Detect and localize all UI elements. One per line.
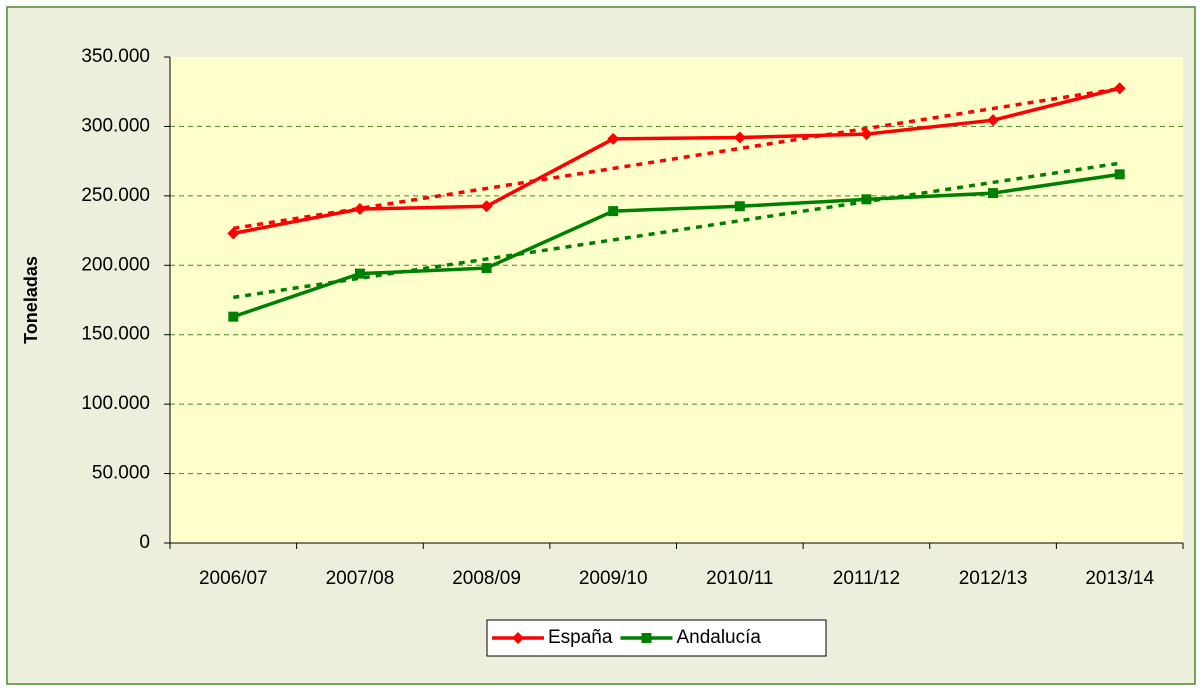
legend-marker bbox=[512, 632, 524, 644]
x-tick-label: 2011/12 bbox=[833, 568, 900, 589]
trendline bbox=[233, 161, 1120, 300]
x-tick-label: 2006/07 bbox=[199, 568, 268, 589]
point bbox=[481, 263, 492, 274]
point bbox=[228, 311, 239, 322]
y-tick-label: 0 bbox=[139, 532, 150, 553]
y-tick-label: 100.000 bbox=[81, 393, 150, 414]
x-tick-label: 2009/10 bbox=[579, 568, 648, 589]
x-tick-label: 2010/11 bbox=[706, 568, 773, 589]
point bbox=[987, 114, 1000, 127]
y-tick-label: 300.000 bbox=[81, 115, 150, 136]
point bbox=[480, 200, 493, 213]
point bbox=[1114, 169, 1125, 180]
y-tick-label: 150.000 bbox=[81, 324, 150, 345]
point bbox=[227, 227, 240, 240]
x-tick-label: 2012/13 bbox=[959, 568, 1028, 589]
legend-marker bbox=[641, 633, 652, 643]
y-tick-label: 200.000 bbox=[81, 254, 150, 275]
point bbox=[988, 188, 999, 199]
series-line bbox=[232, 86, 1121, 236]
legend-label: España bbox=[548, 627, 613, 648]
trendline bbox=[233, 86, 1120, 231]
y-tick-label: 250.000 bbox=[81, 185, 150, 206]
plot-area bbox=[170, 57, 1183, 543]
point bbox=[860, 128, 873, 141]
series-line bbox=[232, 172, 1120, 319]
legend-label: Andalucía bbox=[676, 627, 761, 648]
x-tick-label: 2013/14 bbox=[1085, 568, 1154, 589]
point bbox=[608, 206, 619, 217]
point bbox=[734, 201, 745, 212]
y-tick-label: 50.000 bbox=[92, 463, 150, 484]
y-tick-label: 350.000 bbox=[81, 46, 150, 67]
point bbox=[354, 268, 365, 279]
point bbox=[607, 132, 620, 145]
x-tick-label: 2007/08 bbox=[326, 568, 395, 589]
x-tick-label: 2008/09 bbox=[452, 568, 521, 589]
point bbox=[353, 203, 366, 216]
point bbox=[733, 131, 746, 144]
y-axis-title: Toneladas bbox=[21, 256, 41, 344]
point bbox=[861, 194, 872, 205]
point bbox=[1113, 82, 1126, 95]
